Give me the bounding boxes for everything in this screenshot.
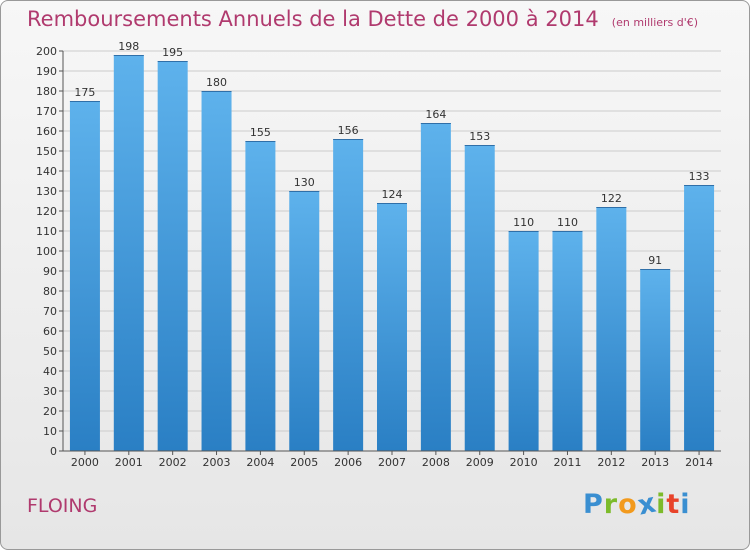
x-tick-label: 2011 [553, 456, 581, 469]
data-label-2009: 153 [469, 130, 490, 143]
y-tick-label: 20 [43, 405, 57, 418]
data-label-2002: 195 [162, 46, 183, 59]
bar-top-edge [684, 185, 715, 186]
bar-2013 [640, 269, 671, 451]
y-tick-label: 30 [43, 385, 57, 398]
y-tick-label: 200 [36, 45, 57, 58]
data-label-2007: 124 [382, 188, 403, 201]
x-tick-label: 2014 [685, 456, 713, 469]
bar-2007 [377, 203, 407, 451]
data-label-2004: 155 [250, 126, 271, 139]
bar-top-edge [69, 101, 100, 102]
x-tick-label: 2002 [159, 456, 187, 469]
bar-top-edge [245, 141, 276, 142]
y-tick-label: 140 [36, 165, 57, 178]
chart-subtitle: (en milliers d'€) [611, 16, 699, 29]
data-label-2013: 91 [648, 254, 662, 267]
chart-title-row: Remboursements Annuels de la Dette de 20… [27, 7, 698, 31]
bar-2006 [333, 139, 364, 451]
y-tick-label: 70 [43, 305, 57, 318]
y-tick-label: 150 [36, 145, 57, 158]
bar-top-edge [289, 191, 320, 192]
y-tick-label: 130 [36, 185, 57, 198]
data-label-2011: 110 [557, 216, 578, 229]
y-tick-label: 0 [50, 445, 57, 458]
data-label-2005: 130 [294, 176, 315, 189]
logo-letter: P [583, 489, 604, 520]
y-tick-label: 170 [36, 105, 57, 118]
data-label-2012: 122 [601, 192, 622, 205]
x-tick-label: 2012 [597, 456, 625, 469]
x-tick-label: 2003 [203, 456, 231, 469]
x-tick-label: 2008 [422, 456, 450, 469]
bar-2001 [113, 55, 144, 451]
data-label-2014: 133 [689, 170, 710, 183]
bar-top-edge [596, 207, 627, 208]
bar-2000 [69, 101, 100, 451]
bar-2011 [552, 231, 583, 451]
bar-2012 [596, 207, 627, 451]
y-tick-label: 180 [36, 85, 57, 98]
data-label-2010: 110 [513, 216, 534, 229]
bar-top-edge [420, 123, 451, 124]
bar-2009 [464, 145, 495, 451]
bar-top-edge [201, 91, 232, 92]
x-tick-label: 2010 [510, 456, 538, 469]
bar-2003 [201, 91, 232, 451]
proxiti-logo: Proxiti [583, 487, 691, 521]
bar-2010 [508, 231, 539, 451]
bar-top-edge [508, 231, 539, 232]
data-label-2000: 175 [74, 86, 95, 99]
data-label-2006: 156 [338, 124, 359, 137]
bar-2004 [245, 141, 276, 451]
data-label-2001: 198 [118, 40, 139, 53]
bar-top-edge [640, 269, 671, 270]
logo-letter: t [666, 489, 681, 520]
bar-top-edge [157, 61, 188, 62]
y-tick-label: 90 [43, 265, 57, 278]
commune-name: FLOING [27, 495, 98, 517]
bar-top-edge [464, 145, 495, 146]
bar-2002 [157, 61, 188, 451]
x-axis-ticks: 2000 2001 2002 2003 2004 2005 2006 2007 2008 2009… [71, 451, 713, 469]
logo-letter: i [656, 489, 667, 520]
bars [69, 55, 715, 451]
bar-top-edge [113, 55, 144, 56]
y-tick-label: 160 [36, 125, 57, 138]
y-tick-label: 190 [36, 65, 57, 78]
bar-2008 [420, 123, 451, 451]
logo-letter: i [680, 489, 691, 520]
bar-top-edge [333, 139, 364, 140]
x-tick-label: 2007 [378, 456, 406, 469]
y-axis-ticks: 0 10 20 30 40 50 60 70 80 90 100 110 120 130 140 150 160… [36, 45, 63, 458]
y-tick-label: 60 [43, 325, 57, 338]
bar-top-edge [377, 203, 407, 204]
axes [62, 51, 721, 452]
data-label-2003: 180 [206, 76, 227, 89]
y-tick-label: 110 [36, 225, 57, 238]
x-tick-label: 2005 [290, 456, 318, 469]
x-tick-label: 2004 [246, 456, 274, 469]
y-tick-label: 10 [43, 425, 57, 438]
y-tick-label: 50 [43, 345, 57, 358]
x-tick-label: 2013 [641, 456, 669, 469]
y-tick-label: 80 [43, 285, 57, 298]
bar-2014 [684, 185, 715, 451]
y-tick-label: 40 [43, 365, 57, 378]
chart-title: Remboursements Annuels de la Dette de 20… [27, 7, 599, 31]
x-tick-label: 2009 [466, 456, 494, 469]
logo-letter: r [603, 489, 619, 520]
x-tick-label: 2006 [334, 456, 362, 469]
y-tick-label: 120 [36, 205, 57, 218]
data-label-2008: 164 [425, 108, 446, 121]
y-tick-label: 100 [36, 245, 57, 258]
x-tick-label: 2000 [71, 456, 99, 469]
data-labels: 175 198 195 180 155 130 156 124 164 153 110 110 122 9… [74, 40, 709, 267]
bar-top-edge [552, 231, 583, 232]
logo-letter: o [618, 489, 638, 520]
x-tick-label: 2001 [115, 456, 143, 469]
bar-2005 [289, 191, 320, 451]
